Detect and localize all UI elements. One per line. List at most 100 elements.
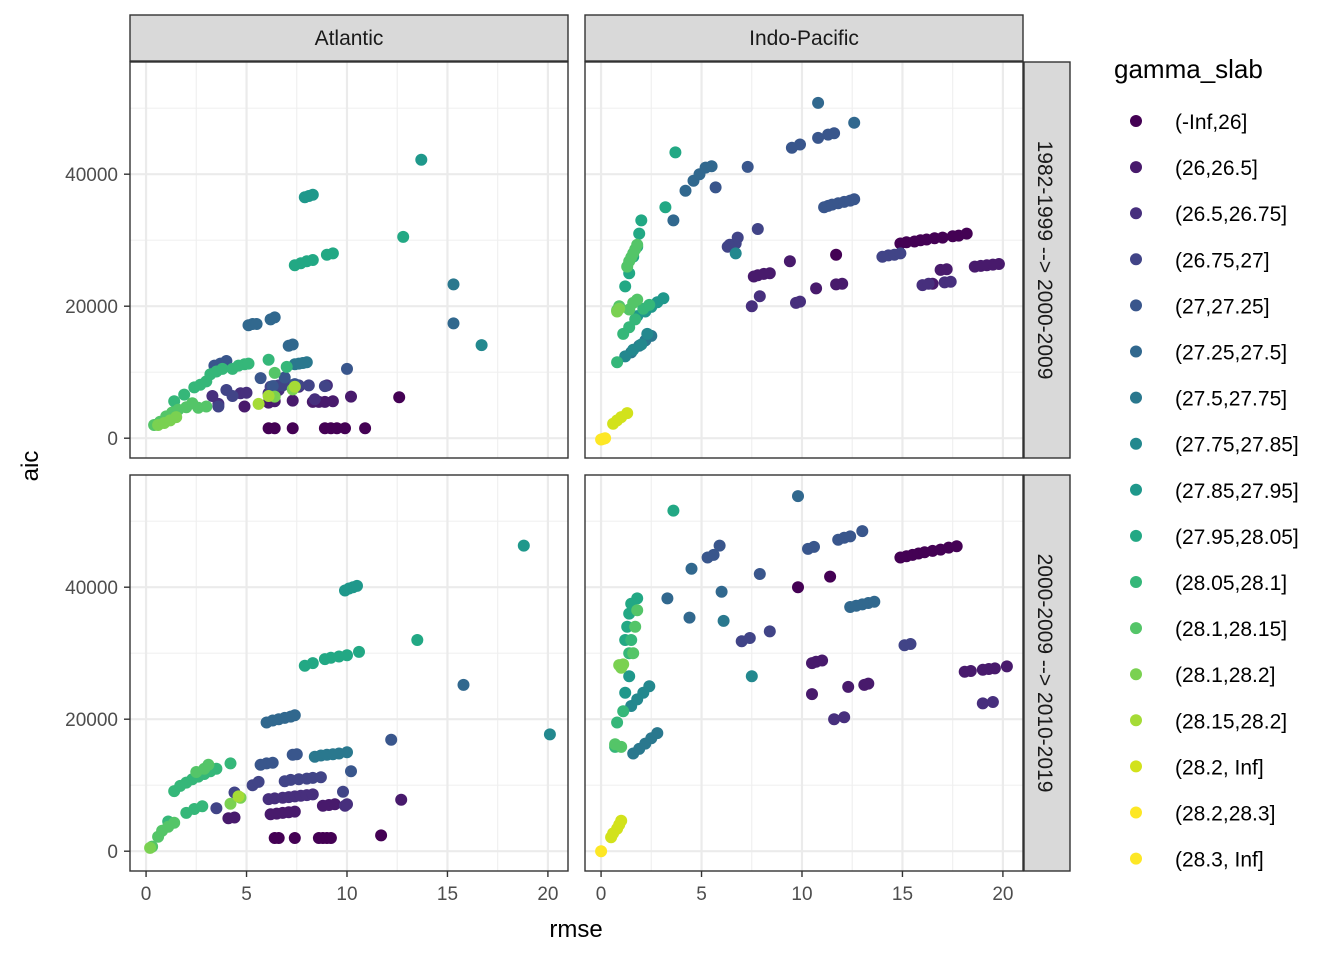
data-point [976,697,989,710]
data-point [611,356,624,369]
legend-item: (28.1,28.2] [1130,664,1275,687]
data-point [262,390,275,402]
data-point [447,278,460,291]
data-point [988,662,1001,675]
data-point [617,658,630,671]
data-point [922,277,935,290]
panel-points-1-0 [595,96,1005,446]
x-tick-label: 15 [437,884,458,905]
legend-key [1130,760,1142,773]
data-point [611,716,624,729]
data-point [836,277,849,290]
data-point [816,654,829,667]
legend-key [1130,161,1142,174]
y-tick-label: 0 [107,842,118,863]
data-point [783,255,796,268]
data-point [288,832,301,844]
data-point [196,800,209,813]
data-point [268,311,281,324]
data-point [475,339,488,352]
data-point [715,585,728,598]
data-point [753,290,766,303]
panel-border [584,474,1024,872]
legend-key [1130,483,1142,496]
data-point [806,688,818,701]
data-point [743,632,756,644]
legend-key [1130,391,1142,404]
data-point [729,247,742,260]
strip-row2-box [1023,474,1071,872]
data-point [960,227,973,240]
strip-indo-pacific-label: Indo-Pacific [749,27,859,50]
data-point [944,275,957,288]
data-point [615,740,628,753]
panel-background [585,62,1023,458]
data-point [517,539,530,552]
panel-points-1-1 [595,490,1013,858]
data-point [641,327,654,340]
legend-key [1130,345,1142,358]
legend-label: (28.2, Inf] [1175,756,1264,779]
data-point [286,394,299,407]
data-point [964,665,977,677]
data-point [707,548,720,561]
legend-label: (26.5,26.75] [1175,203,1287,226]
legend-label: (28.1,28.15] [1175,618,1287,641]
data-point [278,371,291,384]
data-point [792,581,804,594]
data-point [302,379,315,392]
legend-key [1130,115,1142,127]
data-point [657,292,670,305]
data-point [226,390,239,402]
x-tick-label: 0 [141,884,152,905]
legend-label: (27.85,27.95] [1175,480,1299,503]
data-point [224,757,237,770]
panel-background [585,475,1023,871]
data-point [397,230,410,243]
data-point [212,400,225,413]
data-point [272,832,285,844]
data-point [385,733,398,746]
data-point [286,338,299,351]
data-point [904,638,917,650]
data-point [868,595,881,608]
data-point [794,138,806,151]
data-point [745,300,758,313]
data-point [763,625,776,638]
data-point [178,388,191,401]
data-point [683,611,696,624]
data-point [375,829,388,842]
data-point [306,657,319,670]
data-point [753,568,766,580]
legend-item: (26.5,26.75] [1130,203,1287,226]
data-point [286,422,299,435]
panel-border [129,61,569,459]
legend-item: (27.75,27.85] [1130,434,1299,457]
strip-row1-label: 1982-1999 --> 2000-2009 [1033,141,1056,380]
data-point [812,96,825,109]
data-point [824,570,837,583]
y-tick-label: 20000 [65,297,118,318]
legend: gamma_slab (-Inf,26] (26,26.5] (26.5,26.75… [1114,54,1299,872]
data-point [950,540,963,553]
data-point [224,797,237,810]
legend-item: (27,27.25] [1130,295,1270,318]
data-point [621,407,634,420]
data-point [808,540,820,553]
data-point [306,254,319,266]
data-point [170,411,183,424]
legend-key [1130,806,1142,819]
data-point [619,686,632,699]
legend-key [1130,437,1142,450]
data-point [838,711,851,724]
data-point [635,214,648,227]
data-point [741,160,754,173]
panel-border [129,474,569,872]
legend-key [1130,529,1142,542]
legend-key [1130,852,1142,865]
data-point [200,400,213,413]
data-point [745,670,758,683]
data-point [543,728,556,741]
x-tick-label: 20 [992,884,1013,905]
data-point [844,530,857,543]
